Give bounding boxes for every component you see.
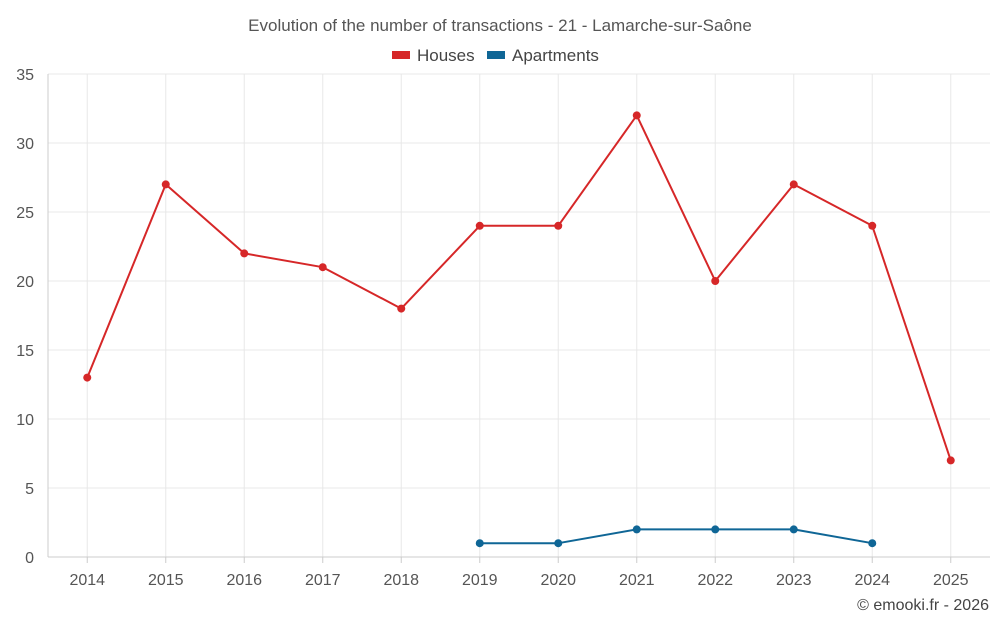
series-houses — [83, 111, 955, 465]
legend-item-apartments[interactable]: Apartments — [487, 46, 599, 65]
x-tick-label-2014: 2014 — [69, 572, 105, 589]
y-tick-label-35: 35 — [16, 67, 34, 84]
x-tick-label-2024: 2024 — [854, 572, 890, 589]
series-line-apartments — [479, 528, 873, 545]
series-line-houses — [86, 114, 952, 461]
series-apartments — [475, 525, 877, 548]
data-point-houses-2022[interactable] — [711, 277, 720, 285]
y-tick-label-15: 15 — [16, 343, 34, 360]
x-tick-label-2016: 2016 — [226, 572, 262, 589]
x-tick-label-2022: 2022 — [697, 572, 733, 589]
x-tick-label-2018: 2018 — [383, 572, 419, 589]
data-point-apartments-2019[interactable] — [475, 539, 484, 548]
data-point-houses-2016[interactable] — [240, 249, 249, 258]
grid — [48, 73, 990, 557]
y-tick-label-25: 25 — [16, 205, 34, 222]
legend-swatch-houses — [392, 51, 410, 59]
y-tick-label-30: 30 — [16, 136, 34, 153]
legend-item-houses[interactable]: Houses — [392, 46, 475, 65]
data-point-houses-2020[interactable] — [554, 221, 563, 230]
x-tick-label-2015: 2015 — [148, 572, 184, 589]
data-point-houses-2021[interactable] — [632, 111, 641, 120]
chart-title: Evolution of the number of transactions … — [248, 16, 752, 35]
data-point-houses-2018[interactable] — [397, 304, 406, 313]
legend-label-houses: Houses — [417, 46, 475, 65]
y-tick-label-20: 20 — [16, 274, 34, 291]
data-point-houses-2017[interactable] — [318, 263, 327, 272]
x-tick-label-2020: 2020 — [540, 572, 576, 589]
data-point-houses-2014[interactable] — [83, 373, 92, 382]
series-layer — [83, 111, 955, 548]
data-point-houses-2019[interactable] — [475, 221, 484, 230]
x-tick-label-2023: 2023 — [776, 572, 812, 589]
data-point-houses-2015[interactable] — [161, 180, 170, 189]
x-tick-label-2025: 2025 — [933, 572, 969, 589]
credit-text: © emooki.fr - 2026 — [857, 597, 989, 614]
data-point-apartments-2020[interactable] — [554, 539, 563, 548]
y-tick-label-10: 10 — [16, 412, 34, 429]
data-point-houses-2025[interactable] — [946, 456, 955, 465]
data-point-apartments-2023[interactable] — [789, 525, 798, 534]
data-point-houses-2024[interactable] — [868, 221, 877, 230]
legend-swatch-apartments — [487, 51, 505, 59]
data-point-houses-2023[interactable] — [789, 180, 798, 189]
legend-label-apartments: Apartments — [512, 46, 599, 65]
data-point-apartments-2024[interactable] — [868, 539, 877, 548]
y-tick-label-5: 5 — [25, 481, 34, 498]
data-point-apartments-2022[interactable] — [711, 525, 720, 534]
y-tick-label-0: 0 — [25, 550, 34, 567]
data-point-apartments-2021[interactable] — [632, 525, 641, 534]
legend: Houses Apartments — [392, 46, 599, 65]
x-tick-label-2019: 2019 — [462, 572, 498, 589]
x-tick-label-2017: 2017 — [305, 572, 341, 589]
x-tick-label-2021: 2021 — [619, 572, 655, 589]
